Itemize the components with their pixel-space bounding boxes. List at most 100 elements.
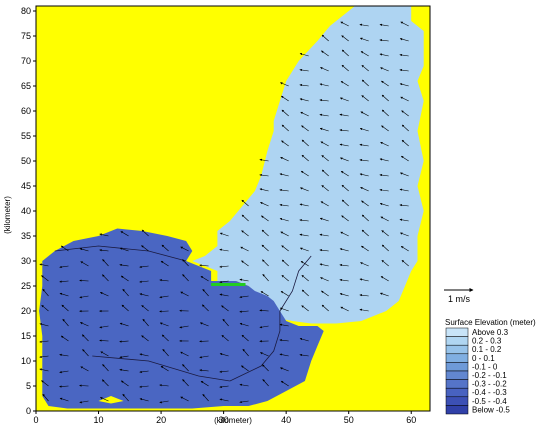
velocity-vector xyxy=(219,370,229,373)
velocity-vector xyxy=(361,95,369,102)
velocity-vector xyxy=(260,352,269,357)
velocity-vector xyxy=(199,369,209,372)
velocity-vector xyxy=(120,275,129,282)
x-tick-label: 10 xyxy=(94,415,104,425)
velocity-vector xyxy=(321,304,329,312)
velocity-vector xyxy=(399,68,409,72)
legend-label: -0.4 - -0.3 xyxy=(472,388,507,397)
y-tick-label: 35 xyxy=(21,231,31,241)
velocity-vector xyxy=(279,188,289,192)
velocity-vector xyxy=(359,173,369,177)
velocity-vector xyxy=(280,231,289,237)
x-tick-label: 40 xyxy=(281,415,291,425)
velocity-vector xyxy=(139,293,149,297)
velocity-vector xyxy=(340,157,349,162)
velocity-vector xyxy=(280,95,289,102)
velocity-vector xyxy=(299,98,309,102)
velocity-vector xyxy=(261,244,269,252)
velocity-vector xyxy=(319,83,329,87)
velocity-vector xyxy=(239,383,249,387)
legend-swatch xyxy=(445,344,469,355)
legend: Surface Elevation (meter) Above 0.30.2 -… xyxy=(445,318,536,414)
velocity-vector xyxy=(241,260,249,267)
legend-label: 0.2 - 0.3 xyxy=(472,337,502,346)
velocity-vector xyxy=(279,338,289,342)
velocity-vector xyxy=(319,233,329,237)
y-tick-label: 15 xyxy=(21,331,31,341)
legend-title: Surface Elevation (meter) xyxy=(445,318,536,327)
velocity-vector xyxy=(239,400,249,404)
velocity-vector xyxy=(281,124,289,132)
velocity-vector xyxy=(79,400,89,404)
velocity-vector xyxy=(79,384,89,387)
velocity-vector xyxy=(199,264,209,267)
vector-scale-label: 1 m/s xyxy=(448,294,471,304)
velocity-vector xyxy=(339,263,349,267)
velocity-vector xyxy=(262,364,269,372)
velocity-vector xyxy=(261,215,269,222)
velocity-vector xyxy=(122,393,129,402)
velocity-vector xyxy=(80,366,89,372)
velocity-vector xyxy=(379,292,389,297)
velocity-vector xyxy=(300,261,309,267)
velocity-vector xyxy=(340,170,349,177)
velocity-vector xyxy=(59,292,69,297)
velocity-vector xyxy=(339,248,349,252)
velocity-vector xyxy=(381,244,389,252)
velocity-vector xyxy=(100,397,109,402)
velocity-vector xyxy=(279,203,289,207)
velocity-vector xyxy=(60,245,69,252)
velocity-vector xyxy=(320,277,329,282)
velocity-vector xyxy=(239,310,249,313)
velocity-vector xyxy=(301,274,309,282)
y-tick-label: 55 xyxy=(21,131,31,141)
velocity-vector xyxy=(100,351,109,357)
y-tick-label: 70 xyxy=(21,56,31,66)
velocity-vector xyxy=(262,379,269,387)
y-tick-label: 60 xyxy=(21,106,31,116)
velocity-vector xyxy=(159,322,169,327)
velocity-vector xyxy=(359,278,369,282)
velocity-vector xyxy=(160,260,169,267)
elevation-regions xyxy=(39,6,424,409)
velocity-vector xyxy=(221,334,229,342)
velocity-vector xyxy=(139,370,149,374)
velocity-vector xyxy=(219,398,229,402)
velocity-vector xyxy=(79,295,89,299)
velocity-vector xyxy=(281,109,289,117)
velocity-vector xyxy=(80,322,89,327)
velocity-vector xyxy=(180,246,189,252)
y-tick-label: 30 xyxy=(21,256,31,266)
velocity-vector xyxy=(380,141,389,147)
velocity-vector xyxy=(180,291,189,297)
elevation-region-1 xyxy=(39,228,324,409)
velocity-vector xyxy=(239,322,249,327)
velocity-vector xyxy=(261,229,269,237)
velocity-vector xyxy=(142,318,149,327)
velocity-vector xyxy=(202,393,209,402)
velocity-vector xyxy=(59,370,69,374)
velocity-vector xyxy=(359,143,369,147)
velocity-vector xyxy=(241,230,249,237)
velocity-vector xyxy=(381,259,389,267)
velocity-vector xyxy=(102,259,109,267)
velocity-vector xyxy=(159,310,169,313)
velocity-vector xyxy=(240,246,249,252)
velocity-vector xyxy=(340,21,349,27)
legend-label: -0.1 - 0 xyxy=(472,362,498,371)
velocity-vector xyxy=(239,278,249,282)
velocity-vector xyxy=(279,217,289,222)
velocity-vector xyxy=(340,306,349,312)
elevation-region-2 xyxy=(98,396,124,404)
contour-line-1 xyxy=(92,355,230,382)
velocity-vector xyxy=(361,79,369,87)
velocity-vector xyxy=(339,293,349,297)
velocity-vector xyxy=(381,230,389,237)
velocity-vector xyxy=(260,291,269,297)
velocity-vector xyxy=(379,53,389,57)
velocity-vector xyxy=(221,305,229,312)
velocity-vector xyxy=(381,80,389,87)
velocity-vector xyxy=(219,248,229,252)
legend-swatch xyxy=(445,370,469,380)
velocity-vector xyxy=(219,293,229,297)
